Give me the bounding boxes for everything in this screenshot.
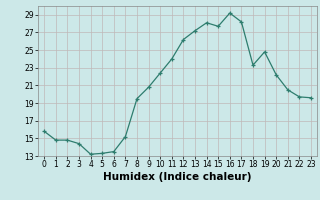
X-axis label: Humidex (Indice chaleur): Humidex (Indice chaleur) [103, 172, 252, 182]
